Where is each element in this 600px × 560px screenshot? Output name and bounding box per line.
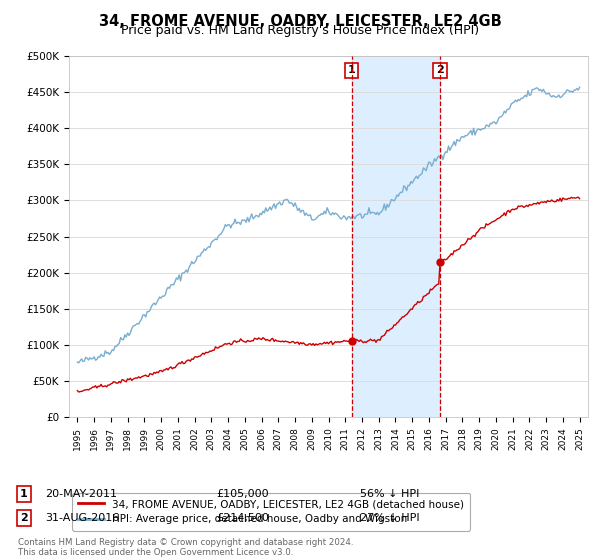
Legend: 34, FROME AVENUE, OADBY, LEICESTER, LE2 4GB (detached house), HPI: Average price: 34, FROME AVENUE, OADBY, LEICESTER, LE2 … bbox=[71, 493, 470, 530]
Text: 2: 2 bbox=[20, 513, 28, 523]
Text: 27% ↓ HPI: 27% ↓ HPI bbox=[360, 513, 419, 523]
Text: £105,000: £105,000 bbox=[216, 489, 269, 499]
Text: 34, FROME AVENUE, OADBY, LEICESTER, LE2 4GB: 34, FROME AVENUE, OADBY, LEICESTER, LE2 … bbox=[98, 14, 502, 29]
Text: 56% ↓ HPI: 56% ↓ HPI bbox=[360, 489, 419, 499]
Text: 1: 1 bbox=[348, 66, 356, 76]
Text: £214,500: £214,500 bbox=[216, 513, 269, 523]
Bar bbox=[352, 56, 440, 417]
Text: 31-AUG-2016: 31-AUG-2016 bbox=[45, 513, 119, 523]
Text: Price paid vs. HM Land Registry's House Price Index (HPI): Price paid vs. HM Land Registry's House … bbox=[121, 24, 479, 36]
Text: 1: 1 bbox=[20, 489, 28, 499]
Text: 2: 2 bbox=[436, 66, 444, 76]
Text: 20-MAY-2011: 20-MAY-2011 bbox=[45, 489, 117, 499]
Text: Contains HM Land Registry data © Crown copyright and database right 2024.
This d: Contains HM Land Registry data © Crown c… bbox=[18, 538, 353, 557]
